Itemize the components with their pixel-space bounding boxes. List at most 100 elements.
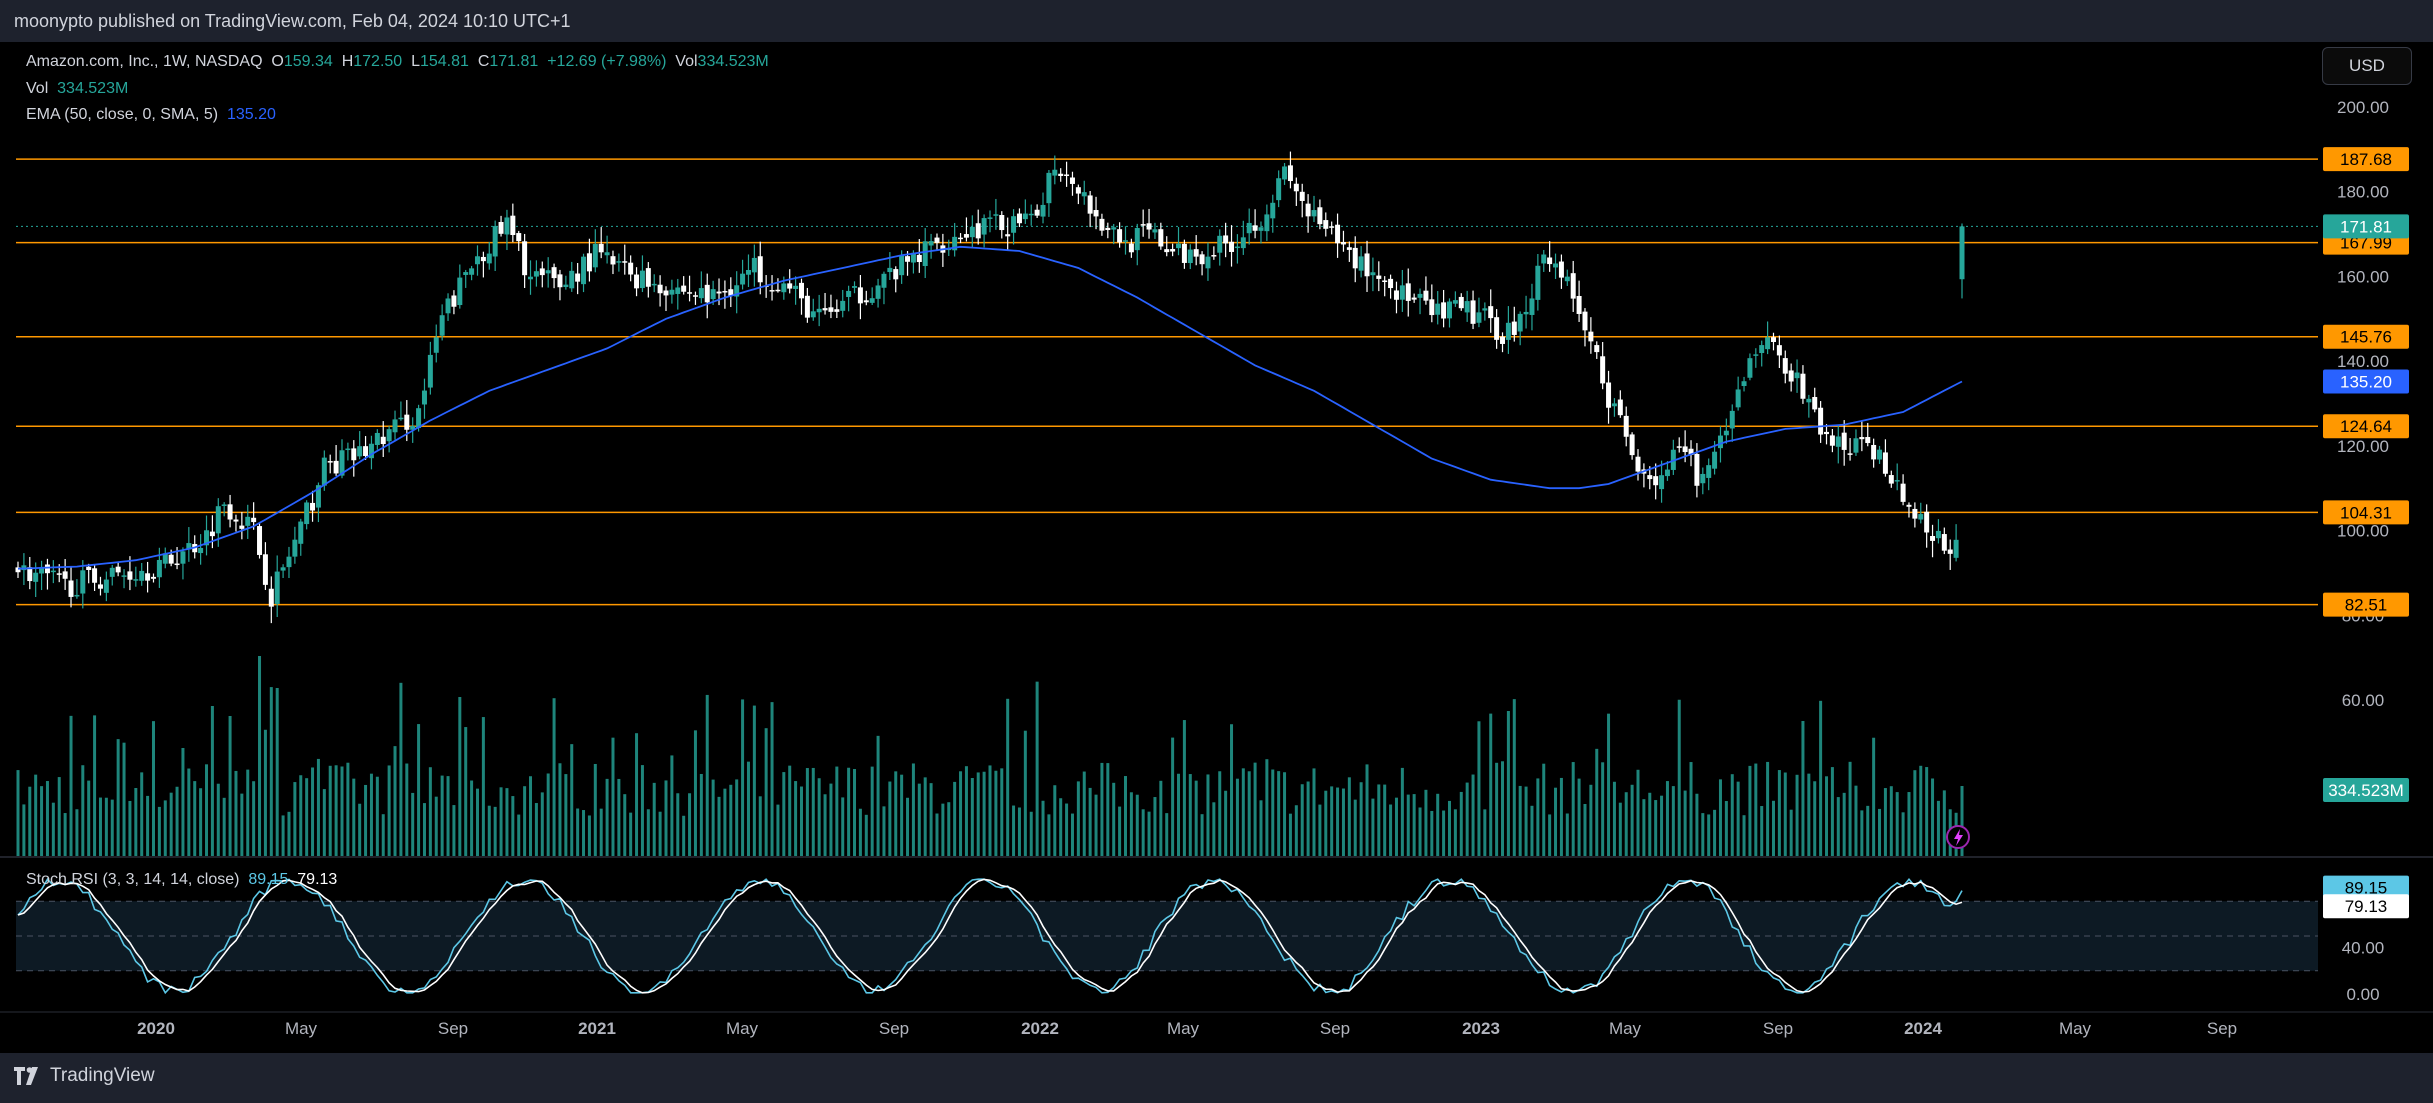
candle-body [398, 417, 404, 420]
level-price-tag: 124.64 [2323, 414, 2409, 439]
volume-bar [246, 769, 250, 856]
volume-bar [611, 737, 615, 856]
volume-bar [1141, 809, 1145, 856]
legend-main: Amazon.com, Inc., 1W, NASDAQ O159.34 H17… [26, 53, 769, 71]
volume-bar [1347, 777, 1351, 856]
volume-bar [1901, 812, 1905, 856]
price-chart-svg[interactable]: 200.00180.00160.00140.00120.00100.0080.0… [0, 42, 2433, 1053]
candle-body [156, 559, 162, 578]
candle-body [44, 564, 50, 574]
volume-bar [1123, 776, 1127, 856]
candle-body [1753, 354, 1759, 356]
candle-body [704, 284, 710, 303]
volume-bar [776, 804, 780, 856]
candle-body [56, 573, 62, 575]
candle-body [1800, 373, 1806, 399]
candle-body [681, 285, 687, 292]
volume-bar [1041, 800, 1045, 856]
volume-bar [1642, 799, 1646, 856]
candle-body [710, 289, 716, 300]
time-axis-label: May [285, 1019, 318, 1038]
candle-body [1859, 437, 1865, 440]
volume-bar [1607, 713, 1611, 856]
volume-bar [222, 797, 226, 856]
candle-body [1818, 407, 1824, 435]
volume-bar [1895, 792, 1899, 856]
candle-body [1311, 210, 1317, 217]
volume-bar [1889, 786, 1893, 856]
volume-bar [1789, 809, 1793, 856]
volume-bar [364, 784, 368, 856]
volume-bar [534, 803, 538, 856]
volume-bar [1536, 778, 1540, 856]
legend-stoch-d: 79.13 [297, 871, 338, 888]
candle-body [1176, 243, 1182, 249]
candle-body [186, 543, 192, 550]
volume-bar [75, 809, 79, 856]
volume-bar [1436, 793, 1440, 856]
candle-body [1105, 227, 1111, 231]
candle-body [1075, 187, 1081, 194]
candle-body [687, 292, 693, 294]
level-price-tag-text: 145.76 [2340, 328, 2392, 347]
candle-body [1723, 430, 1729, 436]
publish-info: moonypto published on TradingView.com, F… [14, 11, 571, 31]
price-axis-tick: 160.00 [2337, 267, 2389, 286]
candle-body [775, 289, 781, 292]
volume-bar [1554, 787, 1558, 856]
level-price-tag: 187.68 [2323, 147, 2409, 172]
volume-bar [599, 808, 603, 856]
candle-body [1841, 432, 1847, 450]
volume-bar [1707, 814, 1711, 856]
candle-body [457, 277, 463, 306]
tradingview-brand[interactable]: TradingView [14, 1065, 155, 1087]
candle-body [1270, 202, 1276, 219]
volume-bar [1718, 779, 1722, 856]
candle-body [1594, 345, 1600, 353]
legend-close: 171.81 [489, 53, 539, 70]
chart-area[interactable]: 200.00180.00160.00140.00120.00100.0080.0… [0, 42, 2433, 1053]
candle-body [1005, 234, 1011, 237]
volume-bar [1047, 814, 1051, 856]
legend-change: +12.69 (+7.98%) [547, 53, 667, 70]
volume-bar [452, 805, 456, 856]
volume-bar [1925, 767, 1929, 856]
volume-bars [16, 656, 1964, 856]
volume-bar [1748, 765, 1752, 856]
candle-body [963, 234, 969, 238]
candle-body [469, 268, 475, 275]
volume-bar [1866, 805, 1870, 856]
volume-bar [470, 780, 474, 856]
volume-bar [693, 730, 697, 856]
candle-body [804, 295, 810, 318]
volume-bar [305, 778, 309, 856]
volume-bar [593, 763, 597, 856]
volume-bar [929, 783, 933, 856]
candle-body [1258, 227, 1264, 231]
volume-bar [664, 780, 668, 856]
volume-bar [1459, 791, 1463, 856]
legend-h-label: H [341, 53, 354, 70]
volume-bar [558, 763, 562, 856]
candle-body [15, 567, 21, 573]
volume-bar [1224, 790, 1228, 856]
candle-body [1776, 345, 1782, 356]
legend-open: 159.34 [283, 53, 333, 70]
volume-bar [1495, 762, 1499, 856]
level-price-tag-text: 82.51 [2345, 596, 2388, 615]
candle-body [1606, 382, 1612, 408]
currency-button[interactable]: USD [2322, 47, 2412, 85]
candle-body [604, 252, 610, 256]
candle-body [1287, 165, 1293, 182]
volume-bar [1618, 802, 1622, 856]
volume-bar [1023, 730, 1027, 856]
candle-body [586, 253, 592, 272]
volume-bar [835, 766, 839, 856]
candle-body [869, 298, 875, 303]
volume-bar [1754, 763, 1758, 856]
candle-body [215, 506, 221, 534]
volume-bar [717, 796, 721, 856]
legend-stoch-label: Stoch RSI (3, 3, 14, 14, close) [26, 871, 240, 888]
candle-body [1170, 249, 1176, 252]
candle-body [368, 443, 374, 459]
